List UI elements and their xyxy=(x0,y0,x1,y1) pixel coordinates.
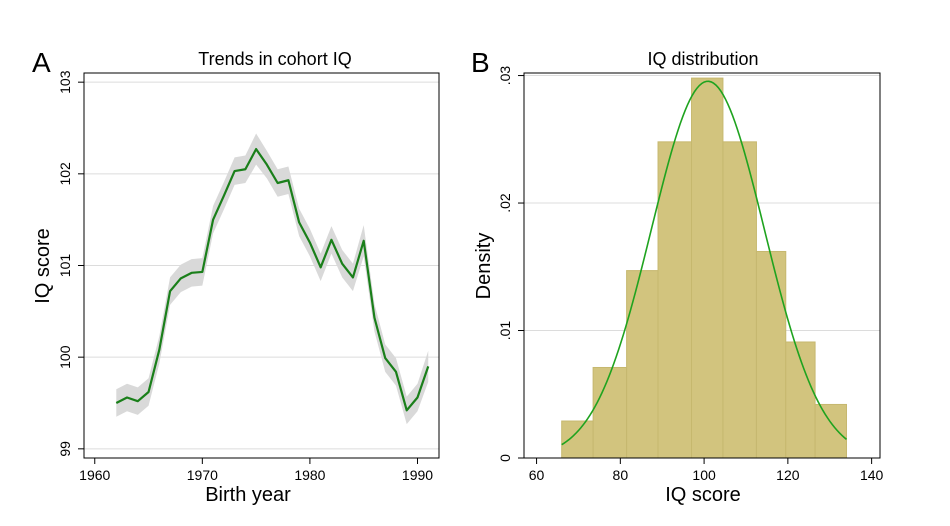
panel-b-frame xyxy=(523,72,881,459)
panel-a: A Trends in cohort IQ Birth year IQ scor… xyxy=(32,47,440,506)
histogram-bar-5 xyxy=(722,141,757,459)
panel-b-y-tick-label-3: .03 xyxy=(497,66,513,86)
panel-b-histogram-bars xyxy=(561,77,847,459)
panel-b-normal-density-curve xyxy=(561,80,848,446)
panel-b-x-tick-label-0: 60 xyxy=(529,467,545,483)
panel-a-y-tick-label-0: 99 xyxy=(57,441,73,457)
panel-b: B IQ distribution IQ score Density 60 80 1… xyxy=(471,47,884,506)
panel-a-series-group xyxy=(115,147,430,412)
panel-a-y-tick-label-4: 103 xyxy=(57,70,73,94)
histogram-bar-6 xyxy=(755,250,787,459)
panel-b-x-tick-label-4: 140 xyxy=(860,467,884,483)
panel-b-x-tick-label-1: 80 xyxy=(613,467,629,483)
panel-b-y-tick-label-0: 0 xyxy=(497,454,513,462)
panel-a-gridlines xyxy=(84,81,439,450)
panel-a-title: Trends in cohort IQ xyxy=(198,49,351,69)
histogram-bar-4 xyxy=(691,77,724,459)
panel-a-x-tick-label-2: 1980 xyxy=(294,467,325,483)
panel-a-x-tick-label-1: 1970 xyxy=(187,467,218,483)
panel-b-x-tick-label-2: 100 xyxy=(692,467,716,483)
histogram-bar-1 xyxy=(592,366,628,459)
histogram-bar-2 xyxy=(626,270,659,459)
panel-a-letter: A xyxy=(32,47,51,78)
panel-a-series-line xyxy=(115,147,430,412)
histogram-bar-8 xyxy=(814,403,847,459)
panel-b-y-axis: 0 .01 .02 .03 xyxy=(497,66,524,462)
panel-b-y-tick-label-2: .02 xyxy=(497,193,513,213)
panel-b-y-tick-label-1: .01 xyxy=(497,321,513,341)
panel-b-density-curve-group xyxy=(561,80,848,446)
panel-a-confidence-band-group xyxy=(116,133,429,425)
panel-a-xlabel: Birth year xyxy=(205,484,291,506)
panel-a-y-tick-label-3: 102 xyxy=(57,162,73,186)
histogram-bar-3 xyxy=(657,141,693,459)
panel-a-x-axis: 1960 1970 1980 1990 xyxy=(79,458,433,483)
panel-b-xlabel: IQ score xyxy=(665,484,741,506)
panel-a-y-axis: 99 100 101 102 103 xyxy=(57,70,84,457)
panel-a-y-tick-label-1: 100 xyxy=(57,345,73,369)
panel-a-x-tick-label-0: 1960 xyxy=(79,467,110,483)
panel-a-ylabel: IQ score xyxy=(32,228,54,304)
histogram-bar-0 xyxy=(561,420,594,459)
panel-b-letter: B xyxy=(471,47,490,78)
panel-a-confidence-band xyxy=(116,133,429,425)
panel-a-x-tick-label-3: 1990 xyxy=(402,467,433,483)
panel-b-title: IQ distribution xyxy=(647,49,758,69)
panel-b-x-tick-label-3: 120 xyxy=(776,467,800,483)
panel-b-ylabel: Density xyxy=(473,233,495,300)
panel-a-y-tick-label-2: 101 xyxy=(57,254,73,278)
panel-b-x-axis: 60 80 100 120 140 xyxy=(529,458,884,483)
